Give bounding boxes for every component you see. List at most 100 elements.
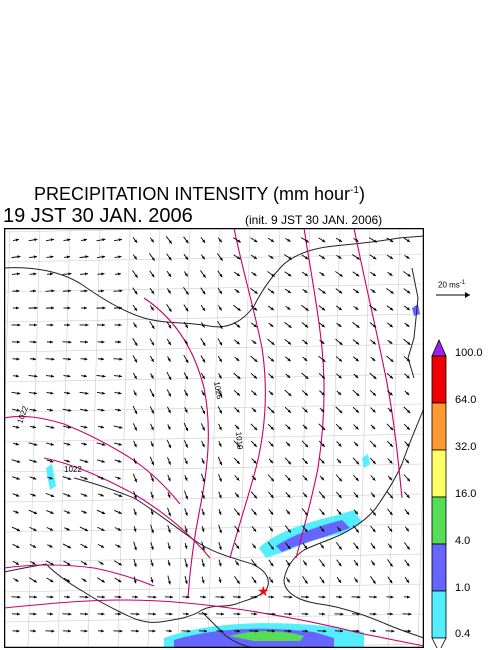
wind-arrow (114, 577, 122, 583)
wind-arrow (285, 492, 291, 498)
wind-arrow (12, 289, 20, 293)
wind-arrow (217, 237, 223, 243)
wind-arrow (218, 559, 222, 567)
wind-arrow (133, 526, 137, 532)
wind-arrow (284, 406, 292, 414)
wind-arrow (267, 542, 275, 550)
wind-arrow (318, 491, 326, 499)
wind-arrow (283, 254, 293, 260)
wind-arrow (302, 424, 308, 430)
wind-arrow (217, 305, 223, 311)
wind-arrow (132, 372, 138, 380)
wind-arrow (386, 322, 394, 328)
wind-arrow (200, 355, 206, 363)
wind-arrow (353, 577, 359, 583)
wind-arrow (404, 373, 410, 379)
wind-arrow (233, 612, 241, 616)
wind-arrow (284, 339, 292, 345)
wind-arrow (301, 322, 309, 328)
wind-arrow (369, 457, 377, 465)
wind-arrow (387, 339, 393, 345)
wind-arrow (404, 322, 410, 328)
wind-arrow (30, 561, 36, 565)
wind-arrow (200, 405, 206, 415)
wind-arrow (267, 338, 275, 346)
wind-arrow (183, 440, 189, 448)
wind-arrow (386, 423, 394, 431)
wind-arrow (30, 493, 36, 497)
wind-arrow (183, 287, 189, 295)
wind-arrow (97, 526, 105, 532)
wind-arrow (385, 629, 395, 633)
wind-arrow (114, 527, 122, 531)
wind-arrow (167, 575, 171, 585)
wind-arrow (319, 407, 325, 413)
wind-arrow (386, 491, 394, 499)
wind-arrow (150, 559, 154, 567)
wind-arrow (96, 323, 106, 327)
wind-arrow (63, 493, 71, 497)
wind-arrow (97, 612, 105, 616)
wind-arrow (130, 612, 140, 616)
wind-arrow (218, 441, 222, 447)
wind-arrow (370, 560, 376, 566)
wind-arrow (319, 525, 325, 533)
wind-arrow (301, 372, 309, 380)
wind-arrow (302, 542, 308, 550)
wind-arrow (113, 374, 123, 378)
wind-arrow (403, 271, 411, 277)
wind-arrow (249, 629, 259, 633)
wind-arrow (184, 339, 188, 345)
wind-arrow (351, 612, 361, 616)
wind-arrow (149, 320, 155, 330)
wind-arrow (97, 476, 105, 480)
wind-arrow (198, 629, 208, 633)
wind-arrow (182, 595, 190, 599)
wind-arrow (268, 441, 274, 447)
wind-arrow (97, 459, 105, 463)
wind-arrow (353, 238, 359, 242)
wind-arrow (166, 439, 172, 449)
wind-arrow (268, 576, 274, 584)
wind-arrow (250, 491, 258, 499)
wind-arrow (285, 577, 291, 583)
grid-line (4, 343, 424, 353)
wind-arrow (166, 288, 172, 294)
wind-arrow (215, 612, 225, 616)
wind-arrow (46, 272, 54, 276)
legend-label: 1.0 (455, 582, 471, 594)
wind-arrow (302, 492, 308, 498)
wind-arrow (234, 525, 240, 533)
wind-arrow (336, 441, 342, 447)
wind-arrow (284, 321, 292, 329)
coastline-continent (4, 235, 424, 328)
wind-arrow (403, 423, 411, 431)
grid-line (4, 228, 11, 449)
wind-arrow (267, 423, 275, 431)
wind-arrow (201, 559, 205, 567)
wind-arrow (234, 475, 240, 481)
wind-arrow (80, 476, 88, 480)
wind-arrow (370, 475, 376, 481)
wind-arrow (251, 576, 257, 584)
wind-arrow (113, 560, 123, 566)
wind-arrow (63, 595, 71, 599)
wind-arrow (62, 340, 72, 344)
wind-arrow (150, 441, 154, 447)
grid-line (327, 228, 341, 648)
wind-arrow (201, 508, 205, 516)
wind-arrow (368, 595, 378, 599)
wind-arrow (285, 238, 291, 242)
wind-arrow (62, 543, 72, 549)
wind-arrow (268, 322, 274, 328)
isobar-label: 1019 (234, 431, 245, 450)
wind-arrow (285, 509, 291, 515)
wind-arrow (115, 476, 121, 480)
wind-arrow (404, 458, 410, 464)
reference-vector-label: 20 ms-1 (438, 280, 466, 290)
wind-arrow (167, 507, 171, 517)
wind-arrow (283, 595, 293, 599)
wind-arrow (318, 355, 326, 363)
wind-arrow (217, 388, 223, 398)
wind-arrow (200, 473, 206, 483)
